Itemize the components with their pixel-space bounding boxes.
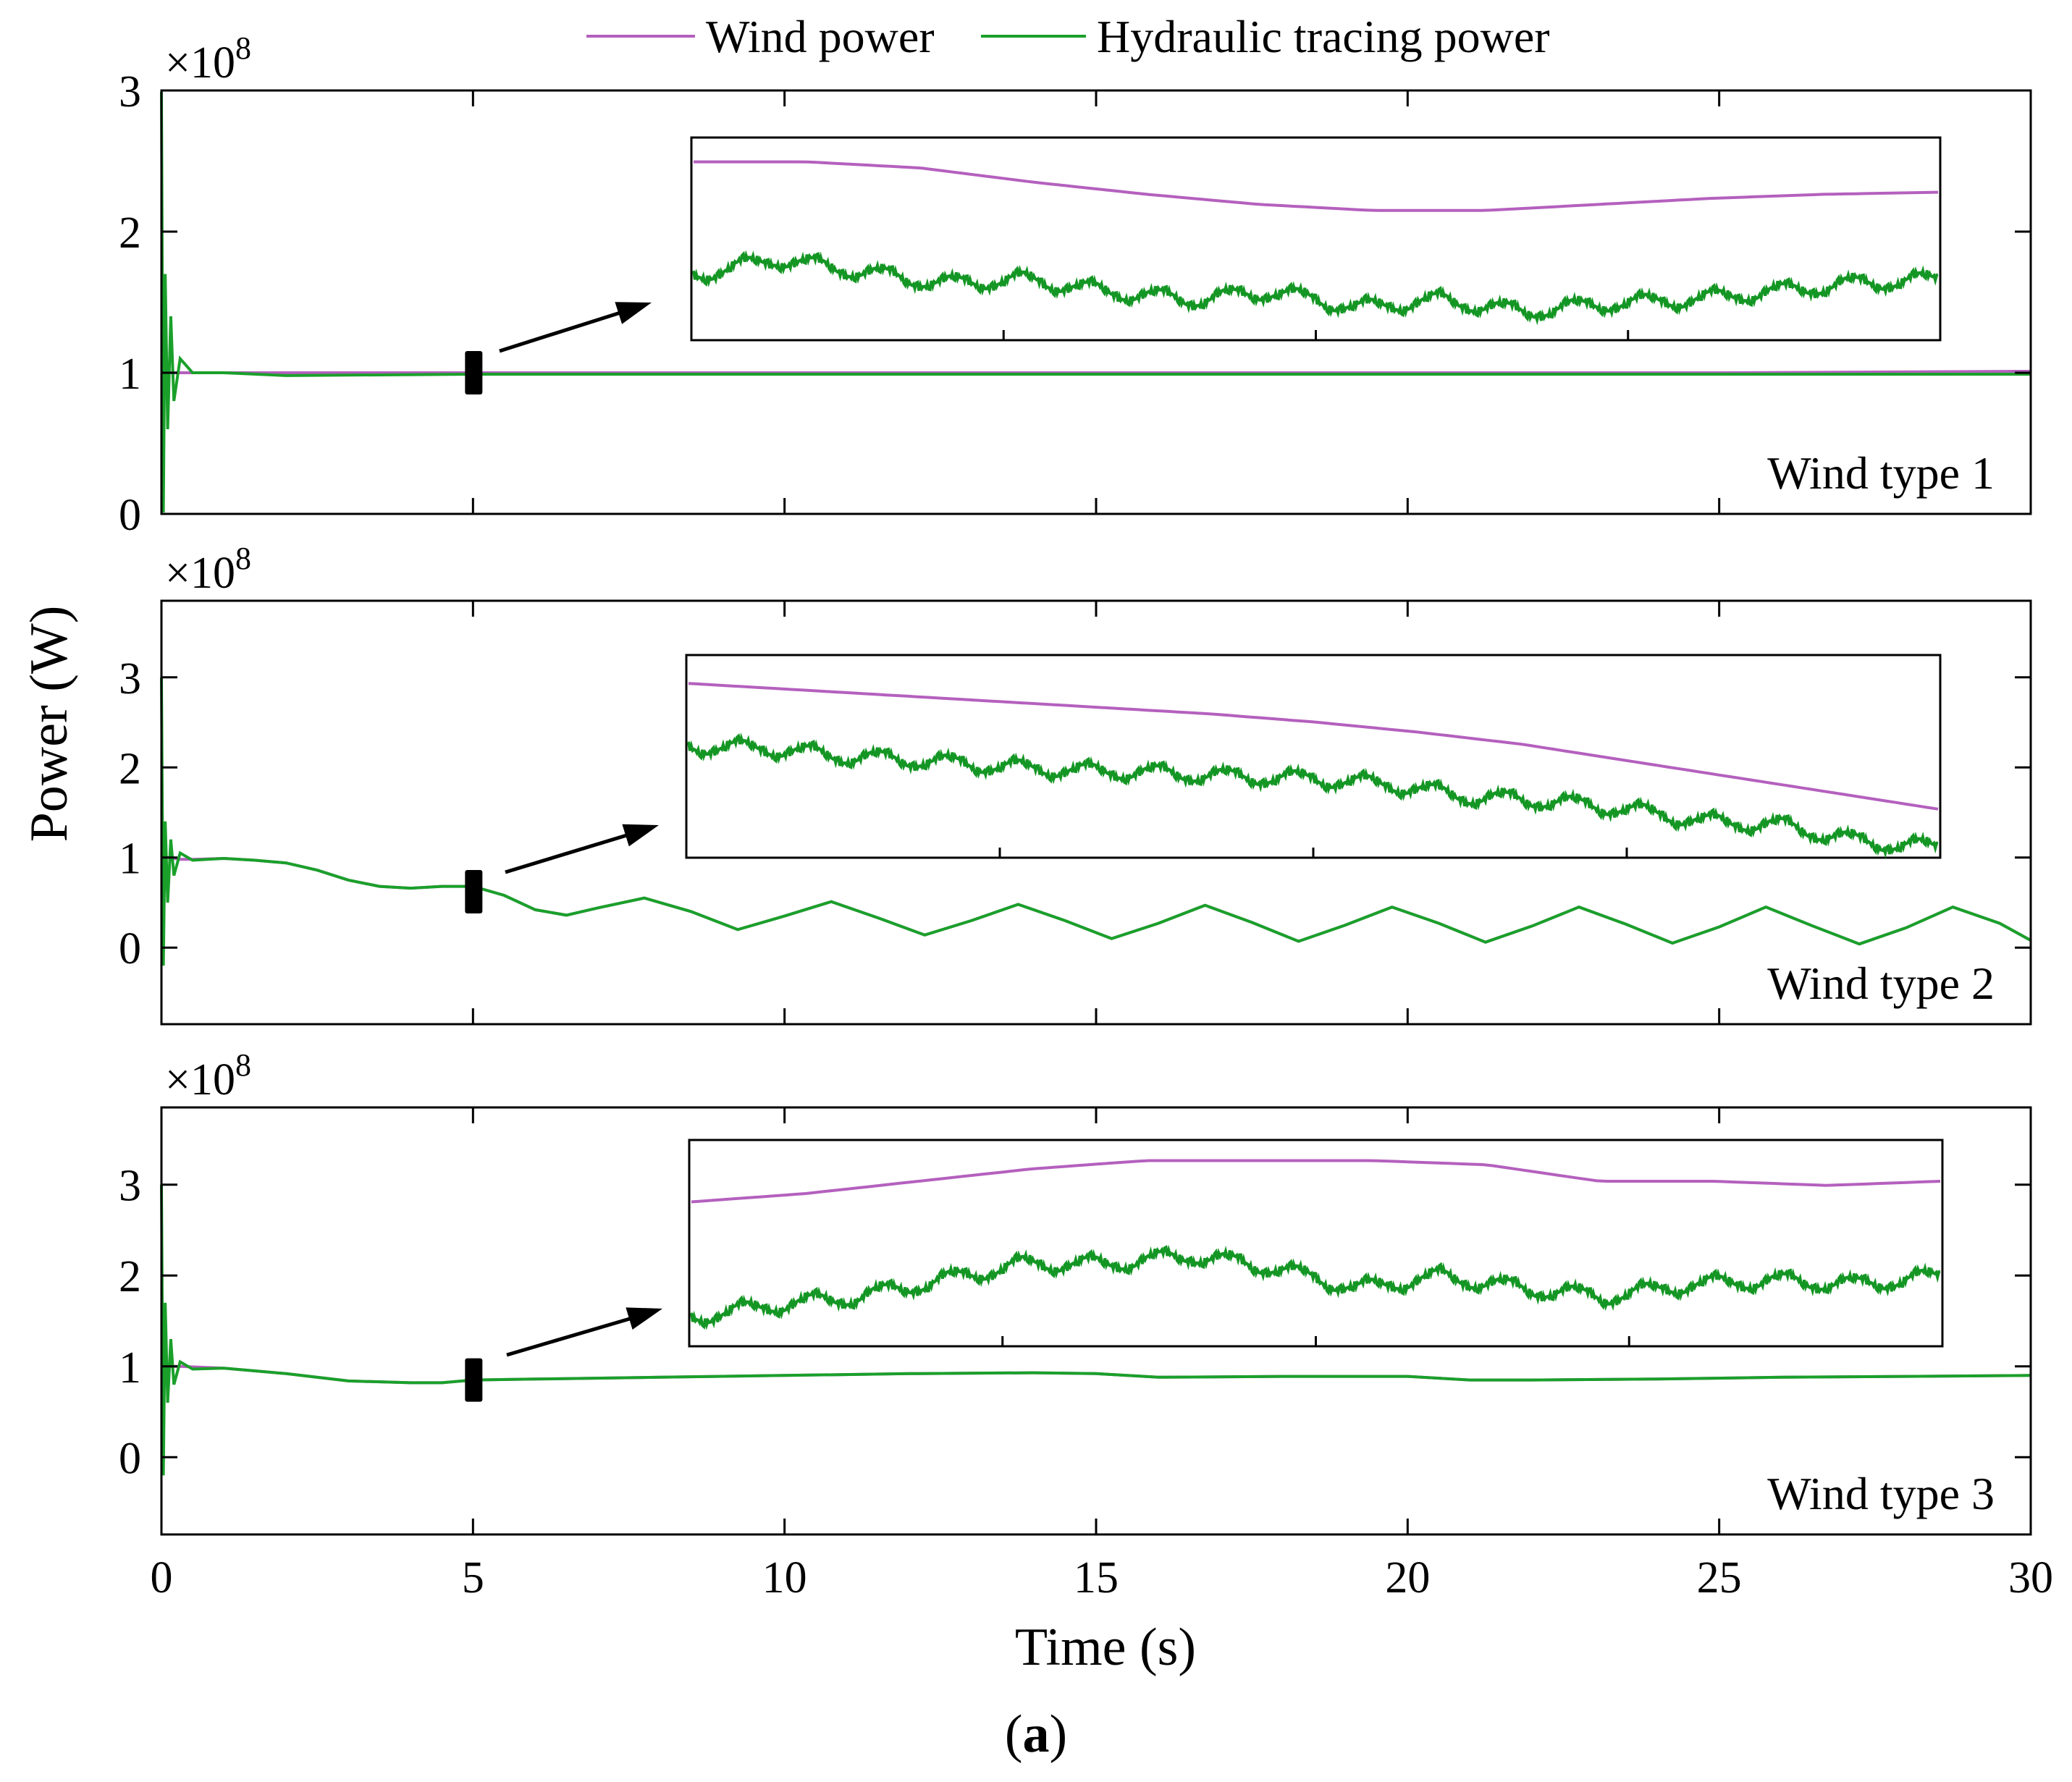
- panel-1: 0 1 2 3 ×108 Wind type 1: [119, 30, 2032, 540]
- zoom-marker-3: [465, 1358, 483, 1402]
- y-tick-label-1-1: 1: [119, 350, 141, 399]
- x-tick-label-20: 20: [1385, 1553, 1430, 1602]
- y-tick-label-1-2: 2: [119, 208, 141, 258]
- legend-hydraulic-label: Hydraulic tracing power: [1097, 11, 1550, 62]
- inset-2: [685, 654, 1942, 859]
- inset-frame-3: [688, 1139, 1944, 1348]
- x-tick-label-10: 10: [762, 1553, 807, 1602]
- exponent-base-1: ×10: [165, 38, 235, 88]
- figure-caption: (a): [1005, 1705, 1067, 1764]
- series-wind-power-1: [161, 370, 2031, 374]
- exponent-power-2: 8: [235, 541, 251, 576]
- y-tick-label-3-0: 0: [119, 1434, 141, 1483]
- exponent-base-3: ×10: [165, 1055, 235, 1105]
- inset-1: [690, 136, 1942, 342]
- panel-label-3: Wind type 3: [1767, 1468, 1995, 1519]
- exponent-label-2: ×108: [165, 541, 251, 598]
- caption-open: (: [1005, 1705, 1023, 1764]
- panel-3: 0 1 2 3 ×108 Wind type 3: [119, 1047, 2032, 1536]
- x-tick-label-5: 5: [462, 1553, 484, 1602]
- zoom-arrowhead-2: [622, 824, 659, 847]
- y-tick-label-2-2: 2: [119, 744, 141, 793]
- series-hydraulic-tracing-power-2: [160, 677, 2031, 966]
- series-hydraulic-tracing-power-1: [160, 91, 2031, 513]
- zoom-marker-1: [465, 351, 483, 394]
- x-tick-label-25: 25: [1697, 1553, 1742, 1602]
- zoom-arrowhead-1: [615, 302, 652, 324]
- legend-wind-label: Wind power: [706, 11, 935, 62]
- inset-wind-trace-2: [688, 682, 1939, 811]
- zoom-arrow-1: [499, 305, 639, 353]
- y-tick-label-2-0: 0: [119, 924, 141, 974]
- inset-3: [688, 1139, 1944, 1348]
- x-tick-label-0: 0: [151, 1553, 173, 1602]
- zoom-arrow-2: [505, 827, 647, 874]
- y-tick-label-3-1: 1: [119, 1343, 141, 1393]
- y-tick-label-2-3: 3: [119, 654, 141, 704]
- inset-frame-1: [690, 136, 1942, 342]
- panel-label-2: Wind type 2: [1767, 958, 1995, 1009]
- legend: Wind power Hydraulic tracing power: [586, 11, 1550, 62]
- x-axis-title: Time (s): [1015, 1618, 1196, 1677]
- inset-wind-trace-3: [691, 1159, 1941, 1204]
- caption-close: ): [1050, 1705, 1068, 1764]
- inset-hydraulic-trace-3: [690, 1244, 1941, 1330]
- exponent-power-1: 8: [235, 30, 251, 66]
- inset-wind-trace-1: [694, 160, 1939, 212]
- exponent-label-3: ×108: [165, 1047, 251, 1105]
- x-tick-label-30: 30: [2008, 1553, 2053, 1602]
- panel-label-1: Wind type 1: [1767, 447, 1995, 499]
- series-hydraulic-tracing-power-3: [160, 1184, 2031, 1476]
- inset-hydraulic-trace-2: [687, 732, 1939, 859]
- y-tick-label-3-2: 2: [119, 1252, 141, 1301]
- panel-2: 0 1 2 3 ×108 Wind type 2: [119, 541, 2032, 1026]
- y-tick-label-1-3: 3: [119, 67, 141, 117]
- zoom-marker-2: [465, 870, 483, 914]
- y-tick-label-2-1: 1: [119, 835, 141, 884]
- caption-letter: a: [1023, 1705, 1050, 1764]
- exponent-label-1: ×108: [165, 30, 251, 88]
- exponent-base-2: ×10: [165, 549, 235, 598]
- exponent-power-3: 8: [235, 1047, 251, 1083]
- y-tick-label-3-3: 3: [119, 1162, 141, 1211]
- zoom-arrow-3: [506, 1311, 650, 1357]
- y-tick-label-1-0: 0: [119, 491, 141, 540]
- x-tick-label-15: 15: [1074, 1553, 1119, 1602]
- inset-hydraulic-trace-1: [692, 250, 1939, 326]
- y-axis-title: Power (W): [20, 606, 79, 843]
- zoom-arrowhead-3: [626, 1307, 662, 1330]
- series-wind-power-2: [161, 856, 2031, 946]
